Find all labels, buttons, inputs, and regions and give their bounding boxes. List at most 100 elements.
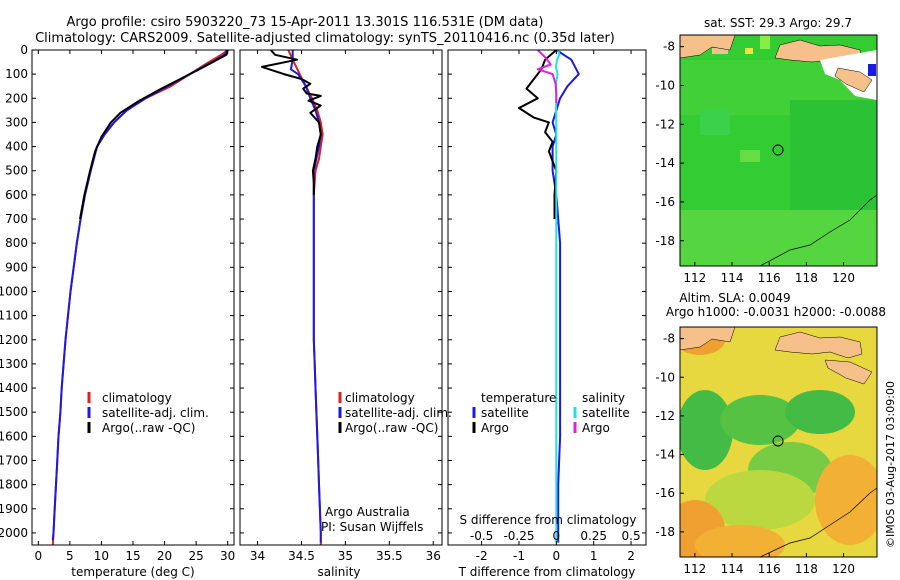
- temperature-axes-frame: [31, 49, 235, 546]
- sst-map-axes: 112 114 116 118 120 -8 -10 -12 -14 -16 -18: [655, 40, 855, 285]
- y-tick-label: 2000: [0, 526, 28, 540]
- legend-label-satellite: satellite-adj. clim.: [102, 406, 209, 420]
- legend-label-temp-argo: Argo: [481, 421, 509, 435]
- difference-axes-frame: [447, 49, 647, 546]
- sst-map-frame: [679, 34, 878, 267]
- series-salinity-satellite: [555, 49, 561, 543]
- y-tick-label: 1600: [0, 429, 28, 443]
- map-x-tick-label: 118: [795, 562, 818, 576]
- series-satellite-adj-clim-: [51, 49, 229, 541]
- credit-line1: Argo Australia: [325, 505, 410, 519]
- sst-map-panel: sat. SST: 29.3 Argo: 29.7 112 114 116 118 12…: [655, 16, 878, 285]
- map-x-tick-label: 112: [683, 271, 706, 285]
- map-y-tick-label: -18: [655, 525, 675, 539]
- map-y-tick-label: -12: [655, 409, 675, 423]
- y-tick-label: 600: [5, 188, 28, 202]
- map-x-tick-label: 120: [832, 271, 855, 285]
- series-climatology: [287, 49, 324, 545]
- x-tick-label: 34.5: [288, 549, 315, 563]
- map-y-tick-label: -8: [663, 40, 675, 54]
- map-x-tick-label: 118: [795, 271, 818, 285]
- map-y-tick-label: -16: [655, 195, 675, 209]
- legend-label-sal-satellite: satellite: [582, 406, 630, 420]
- y-tick-label: 700: [5, 212, 28, 226]
- x-tick-label: 15: [125, 549, 140, 563]
- x-tick-label: 35.5: [376, 549, 403, 563]
- salinity-series: [261, 49, 324, 545]
- sla-map-title: Altim. SLA: 0.0049: [679, 291, 790, 305]
- legend-label-sal-argo: Argo: [582, 421, 610, 435]
- sla-map-subtitle: Argo h1000: -0.0031 h2000: -0.0088: [666, 305, 886, 319]
- x-tick-label: -2: [476, 549, 488, 563]
- temperature-axes: 0100200300400500600700800900100011001200…: [0, 43, 235, 563]
- y-tick-label: 1800: [0, 478, 28, 492]
- t-difference-xlabel: T difference from climatology: [458, 565, 636, 579]
- imos-footer: ©IMOS 03-Aug-2017 03:09:00: [884, 381, 897, 548]
- figure-title-line1: Argo profile: csiro 5903220_73 15-Apr-20…: [67, 15, 544, 30]
- y-tick-label: 200: [5, 91, 28, 105]
- y-tick-label: 800: [5, 236, 28, 250]
- x-tick-label: 30: [220, 549, 235, 563]
- x-tick-label: 36: [426, 549, 441, 563]
- sst-map-title: sat. SST: 29.3 Argo: 29.7: [704, 16, 852, 30]
- map-y-tick-label: -14: [655, 448, 675, 462]
- map-y-tick-label: -16: [655, 486, 675, 500]
- s-difference-label: S difference from climatology: [460, 513, 637, 527]
- land-java: [680, 35, 736, 59]
- y-tick-label: 1000: [0, 284, 28, 298]
- map-y-tick-label: -12: [655, 117, 675, 131]
- sla-map-panel: Altim. SLA: 0.0049 Argo h1000: -0.0031 h…: [655, 291, 886, 576]
- sla-map-frame: [679, 326, 878, 558]
- map-y-tick-label: -8: [663, 332, 675, 346]
- series-climatology: [51, 49, 229, 546]
- difference-panel: -2 -1 0 1 2 -0.5 -0.25 0 0.25 0.5 S difference fr…: [447, 49, 647, 579]
- sla-low-east: [785, 390, 855, 434]
- x-tick-label: 0: [553, 549, 561, 563]
- map-y-tick-label: -10: [655, 370, 675, 384]
- series-temperature-satellite: [551, 49, 580, 543]
- s-tick-label: 0.5: [622, 529, 641, 543]
- land-lesser-sunda: [774, 331, 863, 359]
- y-tick-label: 1400: [0, 381, 28, 395]
- temperature-series: [51, 49, 229, 546]
- y-tick-label: 1100: [0, 309, 28, 323]
- s-tick-label: 0.25: [580, 529, 607, 543]
- credit-line2: PI: Susan Wijffels: [321, 520, 423, 534]
- y-tick-label: 900: [5, 260, 28, 274]
- legend-label-climatology: climatology: [345, 391, 415, 405]
- coastline-australia: [759, 487, 877, 557]
- y-tick-label: 1200: [0, 333, 28, 347]
- sst-warm-pixel: [868, 64, 876, 76]
- sla-map-axes: 112 114 116 118 120 -8 -10 -12 -14 -16 -18: [655, 332, 855, 576]
- map-x-tick-label: 112: [683, 562, 706, 576]
- legend-label-satellite: satellite-adj. clim.: [345, 406, 452, 420]
- map-y-tick-label: -14: [655, 156, 675, 170]
- series-temperature-argo: [518, 49, 558, 219]
- map-y-tick-label: -10: [655, 78, 675, 92]
- sla-map-image: [680, 327, 877, 557]
- land-java: [680, 327, 736, 351]
- sla-low-west: [680, 390, 733, 470]
- series-argo-raw-qc-: [261, 49, 322, 195]
- argo-location-marker: [772, 144, 784, 156]
- map-x-tick-label: 120: [832, 562, 855, 576]
- y-tick-label: 1900: [0, 502, 28, 516]
- x-tick-label: 20: [157, 549, 172, 563]
- s-tick-label: 0: [553, 529, 561, 543]
- series-salinity-argo: [536, 49, 558, 104]
- argo-location-marker: [772, 435, 784, 447]
- salinity-panel: 34 34.5 35 35.5 36 salinity climatology sate…: [239, 49, 452, 579]
- y-tick-label: 1700: [0, 453, 28, 467]
- y-tick-label: 100: [5, 67, 28, 81]
- x-tick-label: 35: [338, 549, 353, 563]
- temperature-xlabel: temperature (deg C): [71, 565, 194, 579]
- land-sumba: [834, 67, 873, 93]
- map-y-tick-label: -18: [655, 234, 675, 248]
- legend-label-argo: Argo(..raw -QC): [345, 421, 438, 435]
- x-tick-label: 10: [94, 549, 109, 563]
- difference-axes: -2 -1 0 1 2 -0.5 -0.25 0 0.25 0.5: [448, 49, 646, 563]
- salinity-legend: climatology satellite-adj. clim. Argo(..…: [338, 391, 452, 435]
- legend-label-temp-satellite: satellite: [481, 406, 529, 420]
- legend-title-temperature: temperature: [481, 391, 556, 405]
